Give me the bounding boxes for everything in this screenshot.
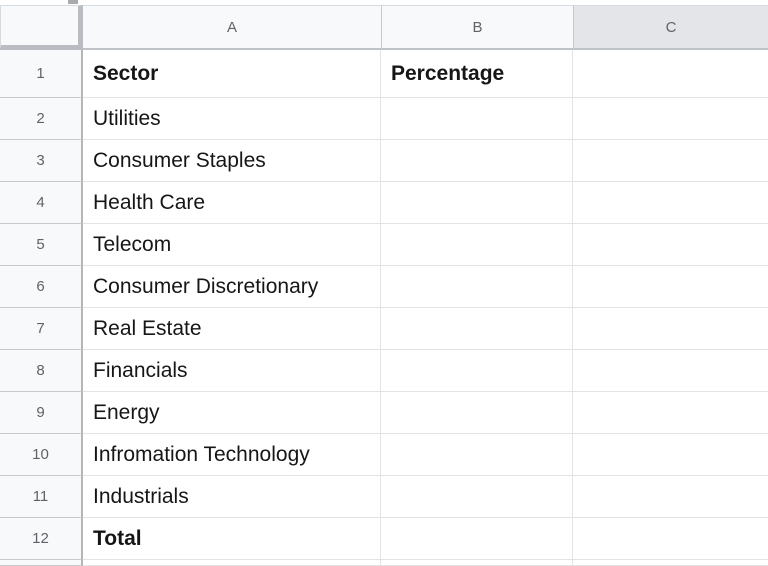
table-row: 6 Consumer Discretionary <box>0 266 768 308</box>
cell-a7[interactable]: Real Estate <box>83 308 381 350</box>
row-header-4[interactable]: 4 <box>0 182 83 224</box>
top-partial-element <box>68 0 78 4</box>
cell-a13[interactable] <box>83 560 381 566</box>
cell-b7[interactable] <box>381 308 573 350</box>
cell-c10[interactable] <box>573 434 768 476</box>
cell-b9[interactable] <box>381 392 573 434</box>
row-header-1[interactable]: 1 <box>0 50 83 98</box>
cell-b12[interactable] <box>381 518 573 560</box>
cell-c7[interactable] <box>573 308 768 350</box>
table-row: 2 Utilities <box>0 98 768 140</box>
cell-c9[interactable] <box>573 392 768 434</box>
row-header-9[interactable]: 9 <box>0 392 83 434</box>
cell-c1[interactable] <box>573 50 768 98</box>
cell-a8[interactable]: Financials <box>83 350 381 392</box>
table-row: 3 Consumer Staples <box>0 140 768 182</box>
cell-b6[interactable] <box>381 266 573 308</box>
column-header-row: A B C <box>0 5 768 50</box>
row-header-8[interactable]: 8 <box>0 350 83 392</box>
table-row: 8 Financials <box>0 350 768 392</box>
cell-b13[interactable] <box>381 560 573 566</box>
cell-b8[interactable] <box>381 350 573 392</box>
cell-a6[interactable]: Consumer Discretionary <box>83 266 381 308</box>
cell-b10[interactable] <box>381 434 573 476</box>
cell-c12[interactable] <box>573 518 768 560</box>
cell-c4[interactable] <box>573 182 768 224</box>
cell-c8[interactable] <box>573 350 768 392</box>
cell-c11[interactable] <box>573 476 768 518</box>
select-all-corner[interactable] <box>0 5 83 50</box>
table-row: 11 Industrials <box>0 476 768 518</box>
cell-a11[interactable]: Industrials <box>83 476 381 518</box>
cell-a1[interactable]: Sector <box>83 50 381 98</box>
table-row: 5 Telecom <box>0 224 768 266</box>
cell-b1[interactable]: Percentage <box>381 50 573 98</box>
table-row: 9 Energy <box>0 392 768 434</box>
cell-b2[interactable] <box>381 98 573 140</box>
cell-a2[interactable]: Utilities <box>83 98 381 140</box>
cell-c3[interactable] <box>573 140 768 182</box>
cell-c2[interactable] <box>573 98 768 140</box>
row-header-3[interactable]: 3 <box>0 140 83 182</box>
cell-b5[interactable] <box>381 224 573 266</box>
cell-a5[interactable]: Telecom <box>83 224 381 266</box>
row-header-5[interactable]: 5 <box>0 224 83 266</box>
cell-b11[interactable] <box>381 476 573 518</box>
cell-a10[interactable]: Infromation Technology <box>83 434 381 476</box>
cell-a3[interactable]: Consumer Staples <box>83 140 381 182</box>
top-strip <box>0 0 768 5</box>
column-header-c[interactable]: C <box>573 5 768 50</box>
column-header-a[interactable]: A <box>83 5 381 50</box>
cell-a9[interactable]: Energy <box>83 392 381 434</box>
row-header-12[interactable]: 12 <box>0 518 83 560</box>
column-header-b[interactable]: B <box>381 5 573 50</box>
row-header-10[interactable]: 10 <box>0 434 83 476</box>
cell-a4[interactable]: Health Care <box>83 182 381 224</box>
cell-a12[interactable]: Total <box>83 518 381 560</box>
table-row: 10 Infromation Technology <box>0 434 768 476</box>
table-row-partial <box>0 560 768 566</box>
cell-b4[interactable] <box>381 182 573 224</box>
row-header-11[interactable]: 11 <box>0 476 83 518</box>
row-header-2[interactable]: 2 <box>0 98 83 140</box>
table-row: 12 Total <box>0 518 768 560</box>
row-header-6[interactable]: 6 <box>0 266 83 308</box>
table-row: 7 Real Estate <box>0 308 768 350</box>
cell-c13[interactable] <box>573 560 768 566</box>
cell-c6[interactable] <box>573 266 768 308</box>
table-row: 4 Health Care <box>0 182 768 224</box>
table-row: 1 Sector Percentage <box>0 50 768 98</box>
cell-c5[interactable] <box>573 224 768 266</box>
row-header-13[interactable] <box>0 560 83 566</box>
row-header-7[interactable]: 7 <box>0 308 83 350</box>
cell-b3[interactable] <box>381 140 573 182</box>
